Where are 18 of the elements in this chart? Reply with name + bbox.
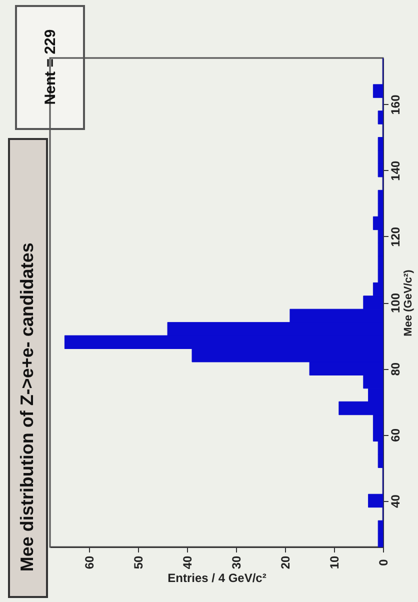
x-tick-label: 30 bbox=[230, 556, 244, 570]
y-tick-label: 140 bbox=[388, 160, 402, 181]
y-tick-label: 60 bbox=[388, 428, 402, 442]
x-axis-title: Entries / 4 GeV/c² bbox=[168, 571, 266, 586]
x-tick-label: 10 bbox=[328, 556, 342, 570]
y-tick-label: 80 bbox=[388, 362, 402, 376]
y-tick-label: 160 bbox=[388, 94, 402, 115]
annotation: Nent = 229 bbox=[42, 29, 59, 105]
x-tick-label: 0 bbox=[376, 558, 390, 566]
y-tick-label: 40 bbox=[388, 494, 402, 508]
y-axis-title: Mee (GeV/c²) bbox=[402, 269, 414, 336]
y-tick-label: 120 bbox=[388, 226, 402, 247]
x-tick-label: 20 bbox=[278, 556, 293, 570]
x-tick-label: 40 bbox=[180, 556, 195, 570]
x-tick-label: 60 bbox=[82, 556, 97, 570]
y-tick-label: 100 bbox=[388, 292, 402, 314]
text: Mee distribution of Z->e+e- candidates bbox=[17, 242, 37, 572]
x-tick-label: 50 bbox=[132, 556, 146, 570]
